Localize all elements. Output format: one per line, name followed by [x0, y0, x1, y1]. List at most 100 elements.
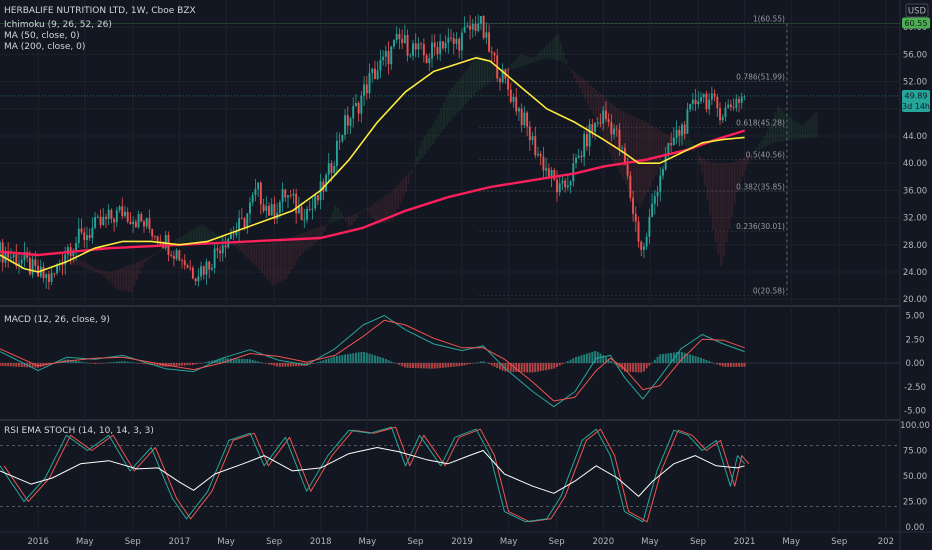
candle-body [626, 164, 629, 176]
candle-body [88, 235, 91, 238]
candle-body [53, 272, 56, 274]
macd-histogram-bar [322, 360, 325, 363]
macd-histogram-bar [450, 363, 452, 367]
macd-histogram-bar [447, 363, 450, 368]
macd-histogram-bar [83, 362, 86, 363]
candle-body [719, 108, 721, 121]
macd-histogram-bar [667, 353, 670, 363]
macd-histogram-bar [727, 363, 730, 367]
macd-histogram-bar [640, 363, 643, 373]
ichimoku-cloud-segment [345, 217, 348, 222]
candle-body [469, 25, 472, 30]
ichimoku-cloud-segment [733, 161, 736, 205]
ichimoku-cloud-segment [537, 52, 541, 61]
macd-histogram-bar [311, 363, 314, 364]
ichimoku-cloud-segment [179, 237, 182, 245]
time-axis-tick: Sep [266, 537, 282, 547]
ichimoku-cloud-segment [684, 133, 687, 147]
candle-body [72, 250, 75, 257]
time-axis-tick: 2019 [451, 537, 473, 547]
ichimoku-cloud-segment [233, 242, 236, 247]
ma50-legend[interactable]: MA (50, close, 0) [4, 31, 80, 41]
ichimoku-legend[interactable]: Ichimoku (9, 26, 52, 26) [4, 20, 112, 30]
high-price-tag-bg [902, 17, 930, 29]
macd-histogram-bar [186, 363, 189, 366]
macd-histogram-bar [88, 363, 91, 364]
candle-body [575, 157, 577, 164]
macd-histogram-bar [610, 360, 613, 363]
macd-histogram-bar [719, 363, 721, 366]
ichimoku-cloud-segment [652, 126, 655, 182]
macd-histogram-bar [634, 363, 637, 373]
macd-histogram-bar [662, 354, 664, 363]
ichimoku-cloud-segment [317, 227, 321, 241]
macd-histogram-bar [490, 363, 493, 366]
candle-body [151, 228, 154, 237]
ichimoku-cloud-segment [665, 134, 668, 150]
ichimoku-cloud-segment [328, 218, 331, 224]
ichimoku-cloud-segment [176, 238, 179, 246]
ichimoku-cloud-segment [660, 131, 663, 163]
candle-body [406, 35, 409, 56]
price-axis-tick: 20.00 [903, 295, 927, 305]
macd-histogram-bar [240, 358, 243, 363]
candle-body [417, 43, 420, 50]
ichimoku-cloud-segment [709, 163, 712, 216]
macd-histogram-bar [729, 363, 732, 367]
ichimoku-cloud-segment [627, 113, 630, 189]
time-axis-tick: Sep [549, 537, 565, 547]
ma200-legend[interactable]: MA (200, close, 0) [4, 42, 85, 52]
candle-body [678, 129, 681, 136]
ichimoku-cloud-segment [342, 216, 345, 219]
macd-histogram-bar [406, 363, 409, 368]
candle-body [539, 153, 542, 157]
ichimoku-cloud-segment [554, 36, 557, 60]
chart-title[interactable]: HERBALIFE NUTRITION LTD, 1W, Cboe BZX [4, 6, 196, 16]
macd-histogram-bar [531, 363, 534, 373]
rsi-pane [0, 426, 900, 523]
candle-body [556, 179, 558, 193]
macd-histogram-bar [349, 353, 352, 363]
macd-histogram-bar [210, 360, 213, 363]
macd-legend[interactable]: MACD (12, 26, close, 9) [4, 315, 110, 325]
candle-body [534, 136, 537, 156]
candle-body [613, 128, 616, 135]
ichimoku-cloud-segment [657, 129, 660, 169]
currency-label: USD [908, 7, 927, 17]
candle-body [743, 96, 746, 97]
currency-button[interactable] [905, 3, 929, 18]
stoch-k-line [0, 426, 745, 523]
ichimoku-cloud-segment [124, 266, 128, 292]
candle-body [713, 93, 716, 97]
candle-body [509, 89, 512, 102]
rsi-legend[interactable]: RSI EMA STOCH (14, 10, 14, 3, 3) [4, 426, 154, 436]
macd-histogram-bar [314, 362, 317, 364]
candle-body [705, 93, 708, 110]
candle-body [447, 37, 450, 43]
ichimoku-cloud-segment [600, 94, 603, 133]
macd-histogram-bar [224, 358, 227, 363]
ichimoku-cloud-segment [760, 139, 763, 149]
ichimoku-cloud-segment [377, 200, 380, 225]
candle-body [191, 267, 194, 279]
macd-histogram-bar [689, 354, 692, 363]
macd-histogram-bar [330, 357, 333, 363]
macd-histogram-bar [208, 361, 211, 363]
macd-histogram-bar [550, 363, 553, 370]
candle-body [213, 248, 216, 268]
ichimoku-cloud-segment [728, 163, 731, 230]
candle-body [314, 195, 317, 209]
ichimoku-cloud-segment [567, 67, 571, 69]
macd-histogram-bar [243, 359, 246, 363]
candle-body [221, 245, 224, 254]
candle-body [577, 155, 580, 158]
macd-histogram-bar [564, 362, 567, 364]
candle-body [42, 266, 45, 279]
ichimoku-cloud-segment [184, 233, 187, 244]
candle-body [640, 241, 643, 250]
ichimoku-cloud-segment [192, 229, 196, 242]
last-price-tag-bg [902, 89, 930, 112]
ichimoku-cloud-segment [307, 231, 310, 249]
rsi-axis-tick: 25.00 [903, 497, 927, 507]
